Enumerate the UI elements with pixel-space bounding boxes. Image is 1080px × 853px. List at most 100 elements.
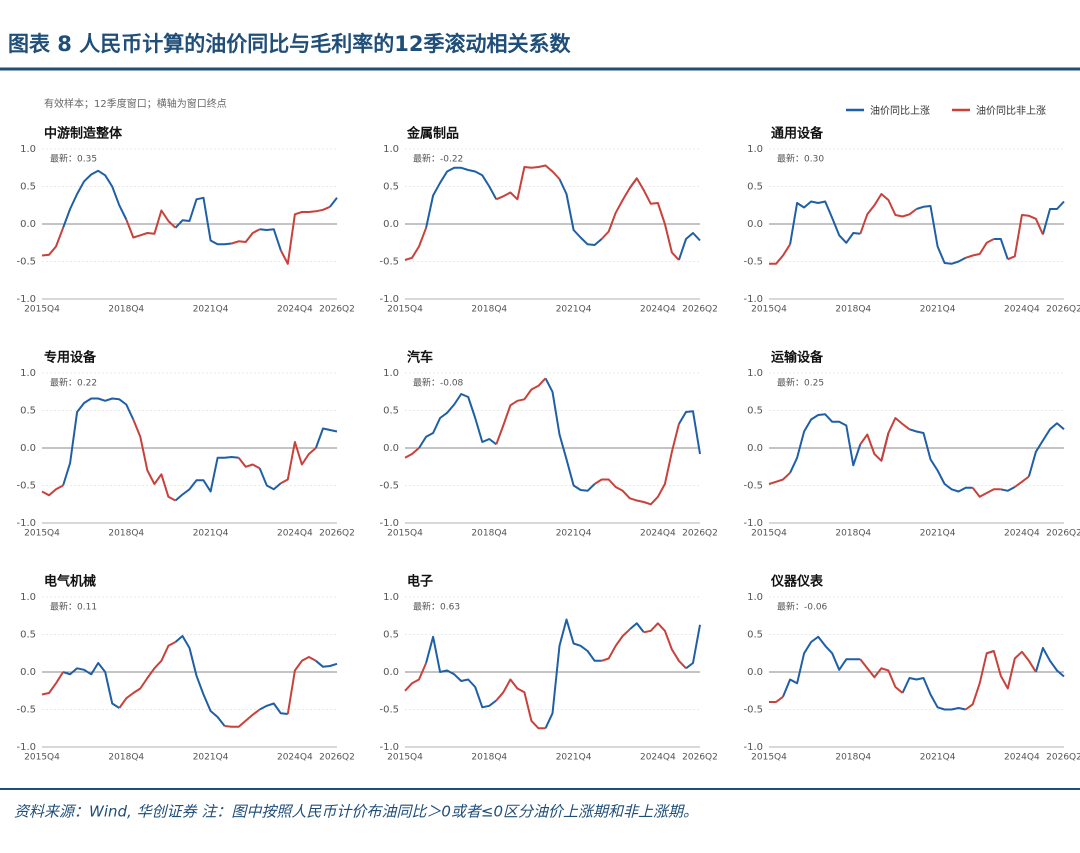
y-tick-label: -0.5 <box>379 257 399 268</box>
x-tick-label: 2021Q4 <box>193 529 229 539</box>
x-tick-label: 2018Q4 <box>835 529 871 539</box>
y-tick-label: 0.5 <box>383 630 399 641</box>
x-tick-label: 2026Q2 <box>319 305 355 315</box>
latest-annotation: 最新：0.11 <box>50 601 97 613</box>
y-tick-label: 0.0 <box>383 667 399 678</box>
x-tick-label: 2021Q4 <box>556 753 592 763</box>
y-tick-label: 0.0 <box>747 667 763 678</box>
x-tick-label: 2018Q4 <box>835 305 871 315</box>
x-tick-label: 2018Q4 <box>471 529 507 539</box>
latest-annotation: 最新：0.22 <box>50 377 97 389</box>
y-tick-label: -1.0 <box>379 518 399 529</box>
series-line <box>789 200 1065 265</box>
y-tick-label: -1.0 <box>379 742 399 753</box>
x-tick-label: 2018Q4 <box>835 753 871 763</box>
panel-title: 专用设备 <box>44 350 97 366</box>
chart-note: 有效样本；12季度窗口；横轴为窗口终点 <box>44 97 227 110</box>
x-tick-label: 2015Q4 <box>387 529 423 539</box>
x-tick-label: 2015Q4 <box>24 753 60 763</box>
x-tick-label: 2026Q2 <box>1046 753 1080 763</box>
footer-source: 资料来源：Wind, 华创证券 注：图中按照人民币计价布油同比＞0或者≤0区分油… <box>14 803 698 821</box>
series-line <box>404 377 680 506</box>
panel-title: 金属制品 <box>406 126 459 142</box>
y-tick-label: -1.0 <box>16 742 36 753</box>
latest-annotation: 最新：0.63 <box>413 601 460 613</box>
panel-title: 通用设备 <box>771 126 824 142</box>
y-tick-label: -1.0 <box>743 294 763 305</box>
x-tick-label: 2015Q4 <box>24 305 60 315</box>
latest-annotation: 最新：0.25 <box>777 377 824 389</box>
y-tick-label: 1.0 <box>383 144 399 155</box>
x-tick-label: 2026Q2 <box>682 753 718 763</box>
y-tick-label: 0.0 <box>20 667 36 678</box>
y-tick-label: 1.0 <box>747 144 763 155</box>
y-tick-label: 0.5 <box>747 406 763 417</box>
y-tick-label: -1.0 <box>16 518 36 529</box>
x-tick-label: 2024Q4 <box>277 305 313 315</box>
x-tick-label: 2018Q4 <box>108 753 144 763</box>
y-tick-label: 1.0 <box>747 368 763 379</box>
y-tick-label: -1.0 <box>743 518 763 529</box>
y-tick-label: 0.0 <box>383 219 399 230</box>
y-tick-label: 0.5 <box>20 406 36 417</box>
y-tick-label: 0.0 <box>383 443 399 454</box>
series-line <box>782 635 1065 711</box>
x-tick-label: 2026Q2 <box>319 529 355 539</box>
panel-title: 电气机械 <box>44 574 96 590</box>
figure-title: 图表 8 人民币计算的油价同比与毛利率的12季滚动相关系数 <box>8 32 571 56</box>
panel-title: 中游制造整体 <box>44 126 123 142</box>
x-tick-label: 2021Q4 <box>193 305 229 315</box>
x-tick-label: 2024Q4 <box>1004 529 1040 539</box>
latest-annotation: 最新：0.35 <box>50 153 97 165</box>
y-tick-label: -1.0 <box>379 294 399 305</box>
y-tick-label: 0.5 <box>747 630 763 641</box>
y-tick-label: 0.5 <box>747 182 763 193</box>
x-tick-label: 2024Q4 <box>277 529 313 539</box>
series-line <box>41 205 331 265</box>
y-tick-label: 0.0 <box>747 219 763 230</box>
series-line <box>62 635 338 727</box>
y-tick-label: 1.0 <box>20 368 36 379</box>
legend-label: 油价同比上涨 <box>870 104 930 117</box>
y-tick-label: 1.0 <box>383 592 399 603</box>
y-tick-label: 0.5 <box>383 182 399 193</box>
y-tick-label: 0.5 <box>20 630 36 641</box>
x-tick-label: 2024Q4 <box>1004 305 1040 315</box>
series-line <box>404 164 680 261</box>
y-tick-label: -0.5 <box>16 705 36 716</box>
y-tick-label: -0.5 <box>379 705 399 716</box>
x-tick-label: 2026Q2 <box>319 753 355 763</box>
x-tick-label: 2015Q4 <box>387 753 423 763</box>
y-tick-label: 1.0 <box>20 144 36 155</box>
x-tick-label: 2021Q4 <box>920 753 956 763</box>
legend-label: 油价同比非上涨 <box>976 104 1046 117</box>
y-tick-label: -0.5 <box>743 705 763 716</box>
x-tick-label: 2024Q4 <box>1004 753 1040 763</box>
panel-title: 仪器仪表 <box>770 574 824 590</box>
y-tick-label: -0.5 <box>743 481 763 492</box>
x-tick-label: 2026Q2 <box>1046 529 1080 539</box>
panel-title: 汽车 <box>407 350 433 366</box>
x-tick-label: 2018Q4 <box>108 305 144 315</box>
x-tick-label: 2024Q4 <box>640 753 676 763</box>
series-line <box>418 377 701 492</box>
series-line <box>41 419 317 502</box>
y-tick-label: -0.5 <box>16 257 36 268</box>
latest-annotation: 最新：-0.08 <box>413 377 464 389</box>
series-line <box>425 618 701 729</box>
y-tick-label: -0.5 <box>743 257 763 268</box>
y-tick-label: 0.5 <box>20 182 36 193</box>
series-line <box>425 166 701 261</box>
x-tick-label: 2015Q4 <box>751 753 787 763</box>
x-tick-label: 2015Q4 <box>387 305 423 315</box>
y-tick-label: 1.0 <box>383 368 399 379</box>
panel-title: 运输设备 <box>771 350 824 366</box>
panel-title: 电子 <box>407 574 433 590</box>
x-tick-label: 2015Q4 <box>751 529 787 539</box>
y-tick-label: 0.0 <box>20 443 36 454</box>
x-tick-label: 2026Q2 <box>682 529 718 539</box>
x-tick-label: 2024Q4 <box>640 529 676 539</box>
x-tick-label: 2018Q4 <box>108 529 144 539</box>
